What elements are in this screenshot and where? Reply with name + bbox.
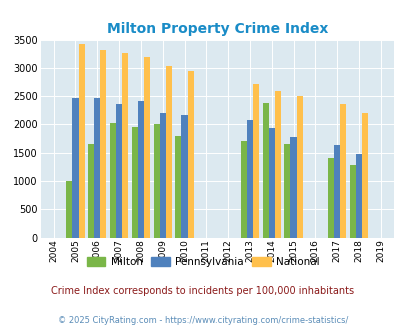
Bar bbox=[327, 158, 333, 238]
Bar bbox=[268, 128, 274, 238]
Bar bbox=[252, 84, 258, 238]
Bar bbox=[262, 103, 268, 238]
Bar bbox=[274, 91, 280, 238]
Bar bbox=[246, 120, 252, 238]
Legend: Milton, Pennsylvania, National: Milton, Pennsylvania, National bbox=[82, 253, 323, 271]
Bar bbox=[78, 44, 84, 238]
Bar bbox=[66, 181, 72, 238]
Text: © 2025 CityRating.com - https://www.cityrating.com/crime-statistics/: © 2025 CityRating.com - https://www.city… bbox=[58, 316, 347, 325]
Bar bbox=[339, 104, 345, 238]
Bar bbox=[355, 154, 361, 238]
Bar bbox=[296, 96, 302, 238]
Bar bbox=[153, 124, 159, 238]
Bar bbox=[333, 146, 339, 238]
Bar bbox=[116, 104, 122, 238]
Bar bbox=[349, 165, 355, 238]
Bar bbox=[361, 113, 367, 238]
Bar bbox=[131, 127, 138, 238]
Bar bbox=[88, 144, 94, 238]
Bar bbox=[175, 136, 181, 238]
Bar bbox=[110, 123, 116, 238]
Bar bbox=[144, 56, 150, 238]
Text: Crime Index corresponds to incidents per 100,000 inhabitants: Crime Index corresponds to incidents per… bbox=[51, 286, 354, 296]
Bar bbox=[94, 98, 100, 238]
Bar bbox=[159, 113, 165, 238]
Bar bbox=[72, 98, 78, 238]
Bar bbox=[165, 66, 171, 238]
Bar bbox=[122, 53, 128, 238]
Title: Milton Property Crime Index: Milton Property Crime Index bbox=[106, 22, 327, 36]
Bar bbox=[290, 137, 296, 238]
Bar bbox=[187, 71, 193, 238]
Bar bbox=[181, 115, 187, 238]
Bar bbox=[138, 101, 144, 238]
Bar bbox=[284, 144, 290, 238]
Bar bbox=[100, 50, 106, 238]
Bar bbox=[240, 142, 246, 238]
